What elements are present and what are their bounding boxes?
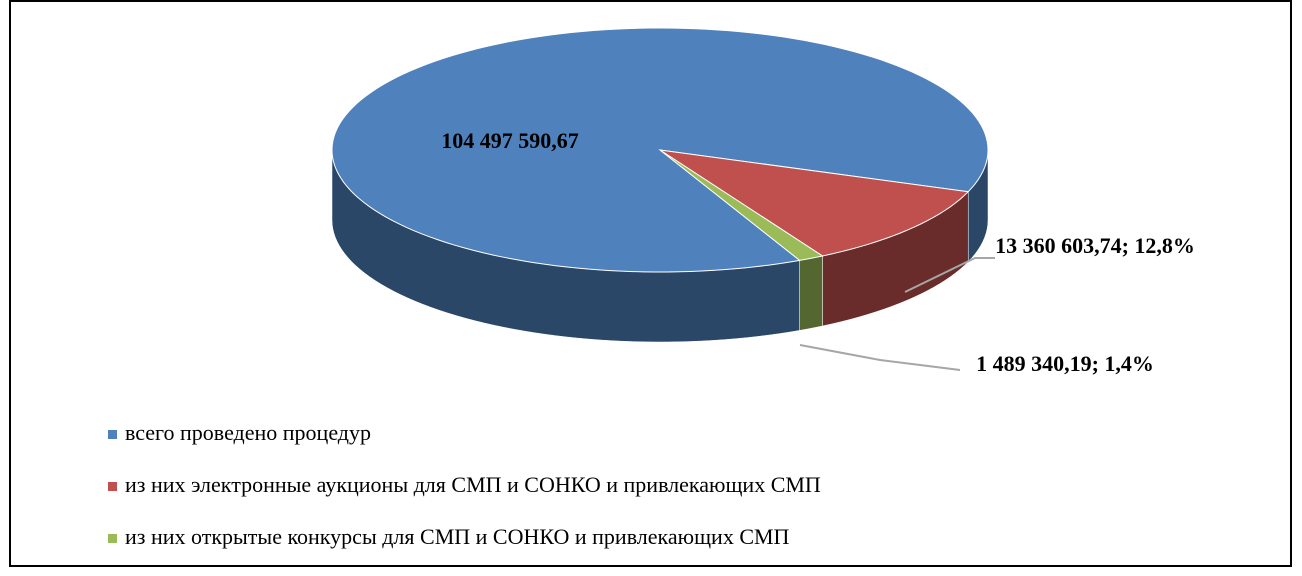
slice [659, 149, 970, 257]
legend-swatch [108, 534, 117, 544]
legend-item: из них открытые конкурсы для СМП и СОНКО… [108, 524, 789, 550]
legend-label: из них электронные аукционы для СМП и СО… [125, 472, 821, 497]
leader-line [799, 344, 961, 371]
slice [659, 149, 824, 261]
legend-swatch [108, 430, 117, 440]
chart-border [9, 0, 1292, 567]
data-label: 104 497 590,67 [441, 128, 579, 153]
legend-label: из них открытые конкурсы для СМП и СОНКО… [125, 524, 790, 549]
data-label: 1 489 340,19; 1,4% [976, 351, 1154, 376]
slice-side [799, 255, 823, 331]
data-label: 13 360 603,74; 12,8% [995, 233, 1195, 258]
legend-label: всего проведено процедур [125, 420, 371, 445]
legend-item: всего проведено процедур [108, 420, 371, 446]
legend-swatch [108, 482, 117, 492]
leader-line [904, 257, 995, 293]
legend-item: из них электронные аукционы для СМП и СО… [108, 472, 821, 498]
